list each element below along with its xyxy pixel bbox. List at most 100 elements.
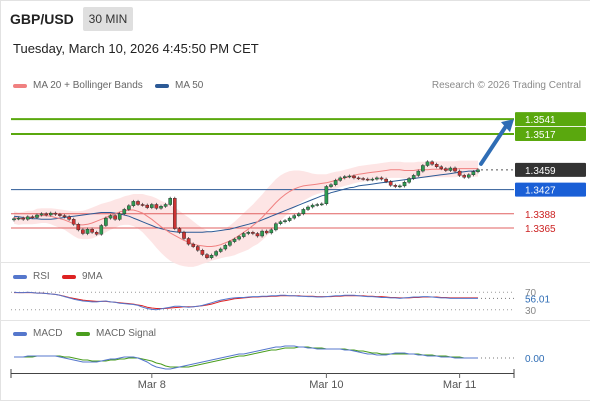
candle-down bbox=[462, 175, 467, 178]
candle-up bbox=[232, 238, 237, 242]
symbol-title: GBP/USD bbox=[10, 11, 74, 27]
macd-last-value: 0.00 bbox=[525, 354, 545, 365]
candle-up bbox=[223, 245, 228, 250]
candle-down bbox=[182, 232, 186, 239]
candle-up bbox=[85, 228, 90, 234]
legend-macd-signal: MACD Signal bbox=[76, 328, 156, 339]
candle-down bbox=[90, 228, 94, 233]
candle-up bbox=[49, 212, 53, 216]
candle-down bbox=[251, 232, 255, 234]
candle-down bbox=[113, 215, 117, 220]
candle-up bbox=[274, 223, 278, 231]
candle-down bbox=[30, 216, 35, 219]
candle-down bbox=[186, 238, 191, 245]
level-box-1.3541 bbox=[515, 112, 586, 127]
candle-down bbox=[177, 228, 182, 233]
candle-up bbox=[310, 204, 315, 208]
candle-up bbox=[398, 185, 402, 188]
candle-up bbox=[370, 178, 375, 181]
candle-up bbox=[411, 175, 416, 179]
level-box-1.3427 bbox=[515, 182, 586, 197]
rsi-tick-30: 30 bbox=[525, 306, 537, 317]
ma50-swatch bbox=[155, 83, 169, 88]
9ma-swatch bbox=[62, 274, 76, 279]
candle-up bbox=[402, 181, 407, 187]
candle-down bbox=[264, 230, 269, 234]
candle-down bbox=[255, 233, 260, 237]
candle-up bbox=[228, 241, 232, 246]
candle-up bbox=[122, 209, 127, 214]
candle-down bbox=[365, 178, 370, 181]
rsi-ma-line bbox=[14, 292, 478, 309]
candle-up bbox=[329, 184, 333, 187]
candle-down bbox=[205, 254, 209, 258]
candle-down bbox=[379, 177, 384, 180]
candle-down bbox=[53, 212, 58, 215]
x-tick-label: Mar 11 bbox=[443, 379, 476, 391]
candle-up bbox=[12, 218, 16, 221]
candle-down bbox=[81, 229, 85, 234]
macd-swatch bbox=[13, 331, 27, 336]
macd-signal-swatch bbox=[76, 331, 90, 336]
bullish-arrow-shaft bbox=[479, 124, 508, 166]
candle-down bbox=[140, 204, 145, 206]
ma20-swatch bbox=[13, 83, 27, 88]
candle-down bbox=[76, 224, 81, 231]
candle-up bbox=[315, 204, 320, 206]
x-tick-label: Mar 8 bbox=[138, 379, 166, 391]
legend-9ma-label: 9MA bbox=[82, 271, 103, 282]
rsi-last-value: 56.01 bbox=[525, 294, 550, 305]
candle-up bbox=[104, 217, 108, 226]
legend-macd-signal-label: MACD Signal bbox=[96, 328, 157, 339]
candle-down bbox=[361, 178, 365, 180]
legend-9ma: 9MA bbox=[62, 271, 103, 282]
candle-down bbox=[145, 204, 150, 208]
candle-up bbox=[39, 213, 44, 216]
candle-up bbox=[159, 206, 163, 209]
candle-down bbox=[94, 232, 99, 235]
candle-down bbox=[191, 243, 196, 247]
candle-down bbox=[352, 175, 356, 179]
candle-up bbox=[301, 209, 306, 214]
x-tick-label: Mar 10 bbox=[309, 379, 343, 391]
candle-down bbox=[154, 204, 159, 209]
research-credit: Research © 2026 Trading Central bbox=[431, 80, 581, 91]
candle-up bbox=[241, 233, 246, 237]
legend-ma20-label: MA 20 + Bollinger Bands bbox=[33, 80, 143, 91]
candle-down bbox=[67, 216, 71, 220]
timestamp: Tuesday, March 10, 2026 4:45:50 PM CET bbox=[13, 41, 259, 56]
level-label-1.3517: 1.3517 bbox=[525, 130, 556, 141]
candle-up bbox=[448, 167, 453, 171]
ma20-line bbox=[13, 168, 478, 247]
candle-down bbox=[439, 166, 444, 169]
candle-up bbox=[283, 220, 287, 223]
candle-up bbox=[99, 225, 104, 235]
macd-line bbox=[14, 345, 478, 370]
candle-down bbox=[172, 198, 177, 229]
candle-up bbox=[26, 216, 30, 220]
candle-up bbox=[292, 215, 297, 219]
rsi-swatch bbox=[13, 274, 27, 279]
candle-up bbox=[343, 176, 347, 179]
candle-up bbox=[218, 248, 223, 252]
candle-down bbox=[444, 168, 448, 171]
candle-up bbox=[117, 213, 122, 220]
candle-down bbox=[200, 249, 205, 255]
candle-down bbox=[44, 213, 48, 216]
candle-up bbox=[306, 206, 310, 210]
bullish-arrow-head bbox=[501, 119, 514, 133]
level-label-1.3459: 1.3459 bbox=[525, 166, 556, 177]
level-label-1.3541: 1.3541 bbox=[525, 115, 556, 126]
candle-up bbox=[278, 221, 283, 224]
candle-up bbox=[421, 165, 425, 172]
candle-up bbox=[149, 204, 154, 208]
candle-up bbox=[320, 203, 324, 206]
candle-up bbox=[476, 169, 480, 172]
interval-button[interactable]: 30 MIN bbox=[83, 7, 133, 31]
candle-up bbox=[287, 217, 292, 221]
candle-down bbox=[434, 164, 439, 168]
candle-up bbox=[209, 254, 214, 258]
legend-ma50: MA 50 bbox=[155, 80, 203, 91]
candle-down bbox=[388, 181, 393, 186]
